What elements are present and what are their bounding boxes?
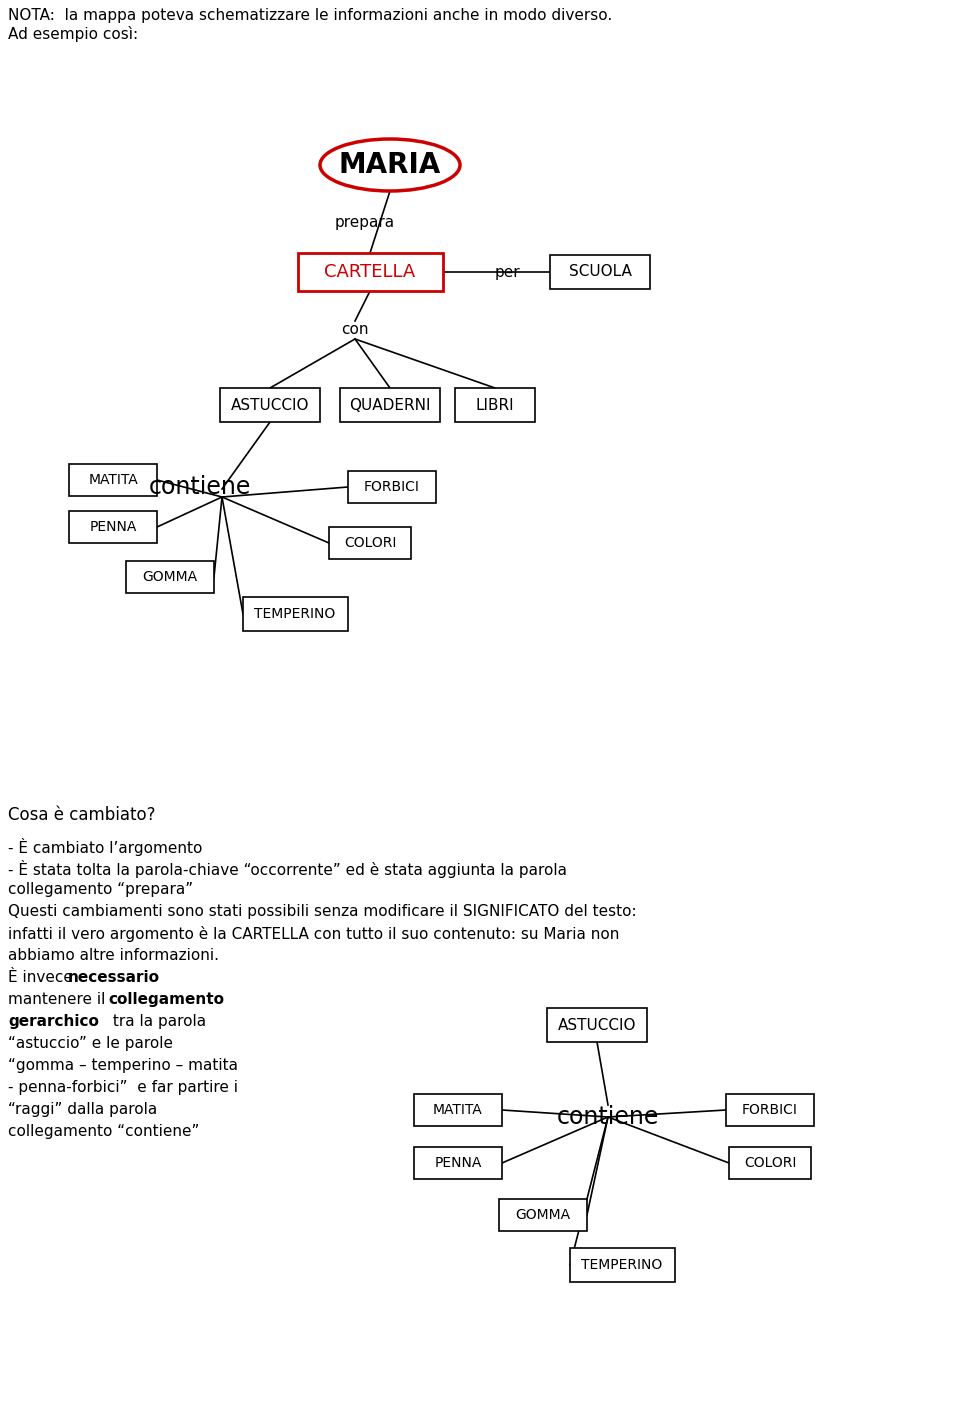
Text: FORBICI: FORBICI [364,480,420,494]
Text: PENNA: PENNA [89,519,136,533]
Text: COLORI: COLORI [344,536,396,550]
Text: MARIA: MARIA [339,151,442,180]
Text: CARTELLA: CARTELLA [324,263,416,282]
Text: contiene: contiene [557,1105,660,1129]
Text: ASTUCCIO: ASTUCCIO [230,398,309,413]
Text: collegamento “prepara”: collegamento “prepara” [8,882,193,897]
Text: LIBRI: LIBRI [476,398,515,413]
Text: MATITA: MATITA [88,473,138,487]
Text: ASTUCCIO: ASTUCCIO [558,1017,636,1033]
Text: “astuccio” e le parole: “astuccio” e le parole [8,1036,173,1051]
Text: con: con [341,323,369,338]
FancyBboxPatch shape [340,388,440,422]
Text: - penna-forbici”  e far partire i: - penna-forbici” e far partire i [8,1080,238,1095]
FancyBboxPatch shape [348,471,436,502]
FancyBboxPatch shape [243,597,348,631]
FancyBboxPatch shape [298,253,443,291]
FancyBboxPatch shape [569,1248,675,1282]
Text: prepara: prepara [335,215,396,229]
Text: SCUOLA: SCUOLA [568,265,632,280]
Text: collegamento: collegamento [108,992,224,1007]
Text: tra la parola: tra la parola [108,1015,206,1029]
Text: mantenere il: mantenere il [8,992,110,1007]
FancyBboxPatch shape [729,1148,811,1179]
FancyBboxPatch shape [414,1148,502,1179]
Text: MATITA: MATITA [433,1104,483,1116]
Text: gerarchico: gerarchico [8,1015,99,1029]
FancyBboxPatch shape [550,255,650,289]
FancyBboxPatch shape [69,464,157,497]
Text: QUADERNI: QUADERNI [349,398,431,413]
FancyBboxPatch shape [414,1094,502,1126]
Text: Cosa è cambiato?: Cosa è cambiato? [8,807,156,824]
FancyBboxPatch shape [499,1199,587,1231]
FancyBboxPatch shape [126,560,214,593]
Text: “gomma – temperino – matita: “gomma – temperino – matita [8,1058,238,1073]
Text: PENNA: PENNA [434,1156,482,1170]
Text: Questi cambiamenti sono stati possibili senza modificare il SIGNIFICATO del test: Questi cambiamenti sono stati possibili … [8,904,636,918]
Text: FORBICI: FORBICI [742,1104,798,1116]
Text: È invece: È invece [8,971,78,985]
Text: per: per [494,265,519,280]
FancyBboxPatch shape [455,388,535,422]
Text: contiene: contiene [149,475,252,499]
Text: “raggi” dalla parola: “raggi” dalla parola [8,1102,157,1116]
Text: GOMMA: GOMMA [142,570,198,584]
Ellipse shape [320,139,460,191]
Text: abbiamo altre informazioni.: abbiamo altre informazioni. [8,948,219,964]
FancyBboxPatch shape [69,511,157,543]
FancyBboxPatch shape [329,526,411,559]
Text: necessario: necessario [68,971,160,985]
FancyBboxPatch shape [726,1094,814,1126]
Text: infatti il vero argomento è la CARTELLA con tutto il suo contenuto: su Maria non: infatti il vero argomento è la CARTELLA … [8,925,619,942]
Text: TEMPERINO: TEMPERINO [582,1258,662,1272]
Text: COLORI: COLORI [744,1156,796,1170]
Text: - È stata tolta la parola-chiave “occorrente” ed è stata aggiunta la parola: - È stata tolta la parola-chiave “occorr… [8,860,567,877]
FancyBboxPatch shape [220,388,320,422]
Text: GOMMA: GOMMA [516,1208,570,1223]
Text: - È cambiato l’argomento: - È cambiato l’argomento [8,838,203,856]
FancyBboxPatch shape [547,1007,647,1041]
Text: NOTA:  la mappa poteva schematizzare le informazioni anche in modo diverso.
Ad e: NOTA: la mappa poteva schematizzare le i… [8,8,612,41]
Text: collegamento “contiene”: collegamento “contiene” [8,1124,200,1139]
Text: TEMPERINO: TEMPERINO [254,607,336,621]
